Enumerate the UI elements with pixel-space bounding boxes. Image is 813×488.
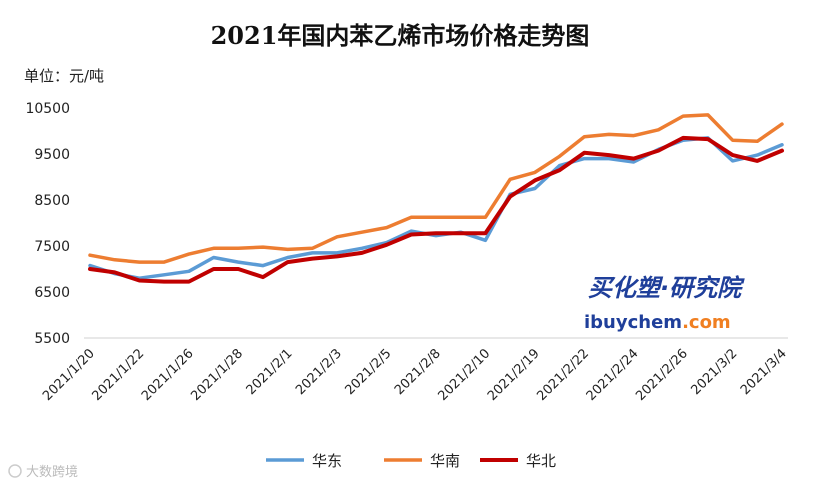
x-tick-label: 2021/2/5 <box>343 346 395 398</box>
x-tick-label: 2021/2/1 <box>244 346 296 398</box>
y-axis: 5500 6500 7500 8500 9500 10500 <box>25 101 70 347</box>
y-tick-label: 6500 <box>34 285 70 301</box>
series-lines <box>88 113 784 284</box>
series-line-2 <box>88 113 784 264</box>
y-tick-label: 5500 <box>34 331 70 347</box>
x-tick-label: 2021/3/4 <box>738 346 790 398</box>
y-tick-label: 7500 <box>34 239 70 255</box>
x-tick-label: 2021/1/26 <box>139 346 197 404</box>
legend-label: 华东 <box>312 452 342 470</box>
corner-mark-text: 大数跨境 <box>26 465 78 480</box>
y-tick-label: 9500 <box>34 147 70 163</box>
x-tick-label: 2021/2/10 <box>436 346 494 404</box>
x-axis: 2021/1/202021/1/222021/1/262021/1/282021… <box>40 337 790 404</box>
legend: 华东 华南 华北 <box>266 452 556 470</box>
x-tick-label: 2021/2/26 <box>633 346 691 404</box>
x-tick-label: 2021/2/24 <box>584 346 642 404</box>
chart-title: 2021年国内苯乙烯市场价格走势图 <box>211 21 590 50</box>
x-tick-label: 2021/1/28 <box>188 346 246 404</box>
watermark: 买化塑·研究院 ibuychem.com <box>584 274 745 333</box>
x-tick-label: 2021/1/22 <box>90 346 148 404</box>
x-tick-label: 2021/3/2 <box>689 346 741 398</box>
watermark-en: ibuychem <box>584 312 682 333</box>
watermark-url: ibuychem.com <box>584 312 731 333</box>
unit-label: 单位：元/吨 <box>24 67 104 85</box>
x-tick-label: 2021/2/22 <box>534 346 592 404</box>
y-tick-label: 10500 <box>25 101 70 117</box>
x-tick-label: 2021/1/20 <box>40 346 98 404</box>
x-tick-label: 2021/2/8 <box>392 346 444 398</box>
watermark-cn: 买化塑·研究院 <box>588 274 745 302</box>
series-line-3 <box>88 135 784 284</box>
legend-label: 华南 <box>430 452 460 470</box>
corner-mark: 大数跨境 <box>8 464 78 480</box>
legend-label: 华北 <box>526 452 556 470</box>
series-line-1 <box>88 136 784 280</box>
watermark-domain: .com <box>682 312 731 333</box>
x-tick-label: 2021/2/3 <box>293 346 345 398</box>
y-tick-label: 8500 <box>34 193 70 209</box>
x-tick-label: 2021/2/19 <box>485 346 543 404</box>
corner-logo-icon <box>8 464 22 478</box>
